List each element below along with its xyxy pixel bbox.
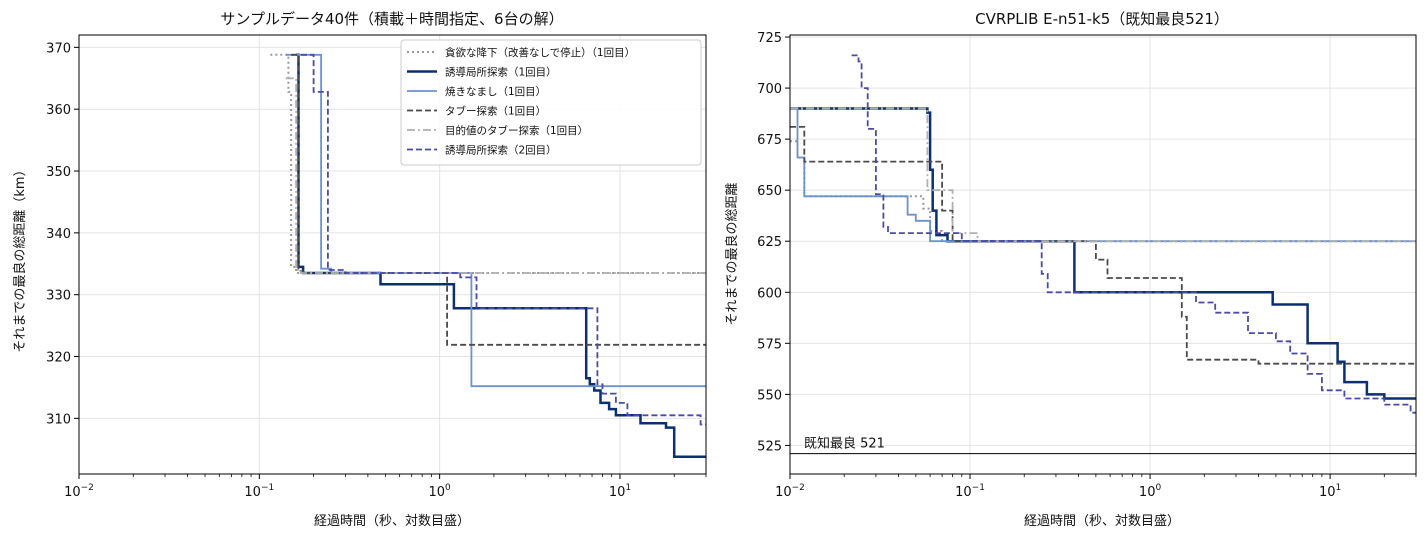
legend-label: 焼きなまし（1回目） [445,86,546,98]
x-tick-label: 100 [1139,483,1162,500]
y-tick-label: 700 [757,82,782,97]
chart-right-series [790,54,1416,414]
y-tick-label: 575 [757,337,782,352]
series-line-4 [285,77,706,274]
chart-left-series [270,53,706,458]
chart-right-reference: 既知最良 521 [790,436,1416,455]
chart-right-xlabel: 経過時間（秒、対数目盛） [1024,514,1180,529]
y-tick-label: 675 [757,133,782,148]
legend-label: 目的値のタブー探索（1回目） [445,124,588,137]
chart-left: サンプルデータ40件（積載＋時間指定、6台の解） 経過時間（秒、対数目盛） それ… [12,10,707,529]
chart-right-grid [789,35,1416,474]
y-tick-label: 350 [46,165,71,180]
series-line-3 [790,126,1416,365]
x-tick-label: 10−2 [64,483,94,500]
chart-right-ylabel: それまでの最良の総距離 [724,182,740,325]
chart-right-frame [789,34,1417,475]
series-line-5 [851,54,1416,414]
y-tick-label: 320 [46,351,71,366]
y-tick-label: 550 [757,388,782,403]
series-line-0 [270,53,706,274]
chart-left-title: サンプルデータ40件（積載＋時間指定、6台の解） [220,10,563,28]
chart-left-frame [78,34,707,475]
chart-left-ticks: 10−2 10−1 100 101 310 320 330 340 350 360 370 [46,41,707,500]
y-tick-label: 340 [46,227,71,242]
y-tick-label: 330 [46,289,71,304]
y-tick-label: 725 [757,31,782,46]
chart-right: CVRPLIB E-n51-k5（既知最良521） 経過時間（秒、対数目盛） そ… [724,10,1417,529]
chart-left-xlabel: 経過時間（秒、対数目盛） [314,514,470,529]
y-tick-label: 310 [46,412,71,427]
series-line-5 [300,53,706,426]
y-tick-label: 370 [46,41,71,56]
legend-box [400,39,702,166]
legend-label: 誘導局所探索（1回目） [445,66,557,79]
chart-right-ticks: 10−2 10−1 100 101 525 550 575 600 625 650 675 700 72… [757,31,1417,500]
x-tick-label: 101 [1319,483,1341,500]
legend-label: 貪欲な降下（改善なしで停止）（1回目） [445,46,635,59]
chart-right-title: CVRPLIB E-n51-k5（既知最良521） [975,10,1229,28]
reference-label: 既知最良 521 [804,436,885,452]
x-tick-label: 10−1 [955,483,985,500]
y-tick-label: 525 [757,439,782,454]
y-tick-label: 360 [46,103,71,118]
series-line-4 [790,107,1416,243]
chart-left-legend: 貪欲な降下（改善なしで停止）（1回目） 誘導局所探索（1回目） 焼きなまし（1回目）… [400,39,702,166]
x-tick-label: 10−2 [775,483,805,500]
chart-left-ylabel: それまでの最良の総距離（km） [12,163,28,352]
legend-label: タブー探索（1回目） [445,105,546,118]
y-tick-label: 650 [757,184,782,199]
x-tick-label: 10−1 [244,483,274,500]
y-tick-label: 600 [757,286,782,301]
y-tick-label: 625 [757,235,782,250]
x-tick-label: 101 [609,483,631,500]
legend-label: 誘導局所探索（2回目） [445,144,557,157]
series-line-1 [790,107,1416,400]
x-tick-label: 100 [429,483,452,500]
series-line-2 [790,107,1416,243]
